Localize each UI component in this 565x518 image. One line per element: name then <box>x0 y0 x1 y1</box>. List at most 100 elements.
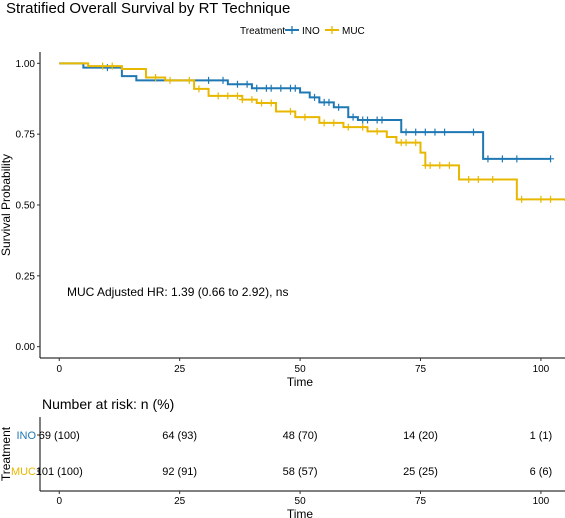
risk-cell: 58 (57) <box>283 466 318 478</box>
risk-row-label-ino: INO <box>16 430 36 442</box>
risk-x-tick-label: 50 <box>295 496 307 507</box>
y-tick-label: 0.75 <box>16 130 36 141</box>
censor-mark-muc <box>489 176 497 183</box>
censor-mark-ino <box>219 76 227 84</box>
censor-mark-muc <box>301 113 309 121</box>
risk-cell: 92 (91) <box>162 466 197 478</box>
risk-cell: 69 (100) <box>39 430 80 442</box>
censor-mark-muc <box>99 62 107 70</box>
censor-mark-ino <box>484 155 492 163</box>
censor-mark-muc <box>224 92 232 100</box>
censor-mark-muc <box>233 92 241 100</box>
censor-mark-muc <box>537 195 545 203</box>
censor-mark-muc <box>436 161 444 169</box>
censor-mark-muc <box>359 123 367 131</box>
censor-mark-muc <box>108 62 116 70</box>
censor-mark-muc <box>267 99 275 107</box>
legend: Treatment INO MUC <box>240 26 365 37</box>
plot-marks: 0.00 0.25 0.50 0.75 1.00 0 25 50 75 100 <box>16 59 565 375</box>
censor-mark-ino <box>253 84 261 92</box>
y-tick-label: 0.00 <box>16 342 36 353</box>
risk-x-tick-label: 100 <box>533 496 550 507</box>
y-axis-title: Survival Probability <box>0 154 13 256</box>
censor-mark-ino <box>103 64 111 72</box>
censor-mark-muc <box>238 96 246 104</box>
risk-cell: 6 (6) <box>530 466 553 478</box>
x-tick-label: 50 <box>295 364 307 375</box>
x-axis-title: Time <box>287 375 314 389</box>
y-tick-label: 1.00 <box>16 59 36 70</box>
censor-mark-ino <box>421 128 429 136</box>
risk-table-cells: INO 69 (100) 64 (93) 48 (70) 14 (20) 1 (1) MUC… <box>11 430 552 507</box>
risk-x-tick-label: 75 <box>415 496 427 507</box>
legend-label-ino: INO <box>302 26 320 37</box>
censor-mark-ino <box>441 128 449 136</box>
x-tick-label: 25 <box>174 364 186 375</box>
censor-mark-ino <box>469 128 477 136</box>
risk-x-tick-label: 0 <box>56 496 62 507</box>
legend-label-muc: MUC <box>342 26 365 37</box>
hr-annotation: MUC Adjusted HR: 1.39 (0.66 to 2.92), ns <box>67 285 288 299</box>
risk-cell: 1 (1) <box>530 430 553 442</box>
censor-mark-ino <box>378 116 386 124</box>
chart-title: Stratified Overall Survival by RT Techni… <box>6 0 290 17</box>
censor-mark-muc <box>258 99 266 107</box>
censor-mark-ino <box>335 103 343 111</box>
censor-mark-ino <box>513 155 521 163</box>
censor-mark-ino <box>311 93 319 101</box>
x-tick-label: 100 <box>533 364 550 375</box>
censor-mark-ino <box>349 113 357 121</box>
censor-mark-ino <box>547 155 555 163</box>
censor-mark-muc <box>286 108 294 115</box>
censor-mark-muc <box>195 85 203 93</box>
y-tick-label: 0.50 <box>16 201 36 212</box>
censor-mark-ino <box>243 80 251 88</box>
censor-mark-muc <box>445 161 453 169</box>
censor-mark-ino <box>431 128 439 136</box>
censor-mark-muc <box>214 92 222 100</box>
censor-mark-muc <box>373 127 381 135</box>
censor-mark-muc <box>412 139 420 147</box>
legend-key-ino: INO <box>285 26 320 37</box>
censor-mark-ino <box>402 128 410 136</box>
risk-x-tick-label: 25 <box>174 496 186 507</box>
censor-mark-muc <box>330 119 338 127</box>
censor-mark-muc <box>426 161 434 169</box>
risk-cell: 101 (100) <box>36 466 83 478</box>
censor-mark-ino <box>267 84 275 92</box>
censor-mark-ino <box>277 84 285 92</box>
censor-mark-muc <box>248 96 256 104</box>
censor-mark-muc <box>166 76 174 84</box>
censor-mark-muc <box>152 74 160 81</box>
censor-mark-muc <box>402 139 410 147</box>
censor-mark-muc <box>465 176 473 183</box>
risk-table: Number at risk: n (%) INO 69 (100) 64 (93)… <box>0 396 565 518</box>
censor-mark-muc <box>185 76 193 84</box>
risk-cell: 14 (20) <box>403 430 438 442</box>
risk-cell: 48 (70) <box>283 430 318 442</box>
survival-curve-ino <box>59 62 551 160</box>
censor-mark-muc <box>344 123 352 131</box>
censor-mark-ino <box>233 80 241 88</box>
legend-title: Treatment <box>240 26 285 37</box>
risk-x-axis-title: Time <box>287 507 314 518</box>
risk-y-axis-title: Treatment <box>0 426 13 481</box>
censor-mark-ino <box>291 84 299 92</box>
x-tick-label: 0 <box>56 364 62 375</box>
legend-key-muc: MUC <box>325 26 365 37</box>
x-tick-label: 75 <box>415 364 427 375</box>
censor-mark-ino <box>498 155 506 163</box>
censor-mark-ino <box>364 116 372 124</box>
survival-curve-muc <box>59 62 565 201</box>
survival-plot: 0.00 0.25 0.50 0.75 1.00 0 25 50 75 100 MUC Adjus… <box>0 52 565 389</box>
censor-mark-muc <box>547 195 555 203</box>
censor-mark-ino <box>412 128 420 136</box>
censor-mark-ino <box>205 76 213 84</box>
risk-row-label-muc: MUC <box>11 466 36 478</box>
censor-mark-muc <box>518 195 526 203</box>
risk-cell: 25 (25) <box>403 466 438 478</box>
y-tick-label: 0.25 <box>16 271 36 282</box>
censor-mark-muc <box>474 176 482 183</box>
